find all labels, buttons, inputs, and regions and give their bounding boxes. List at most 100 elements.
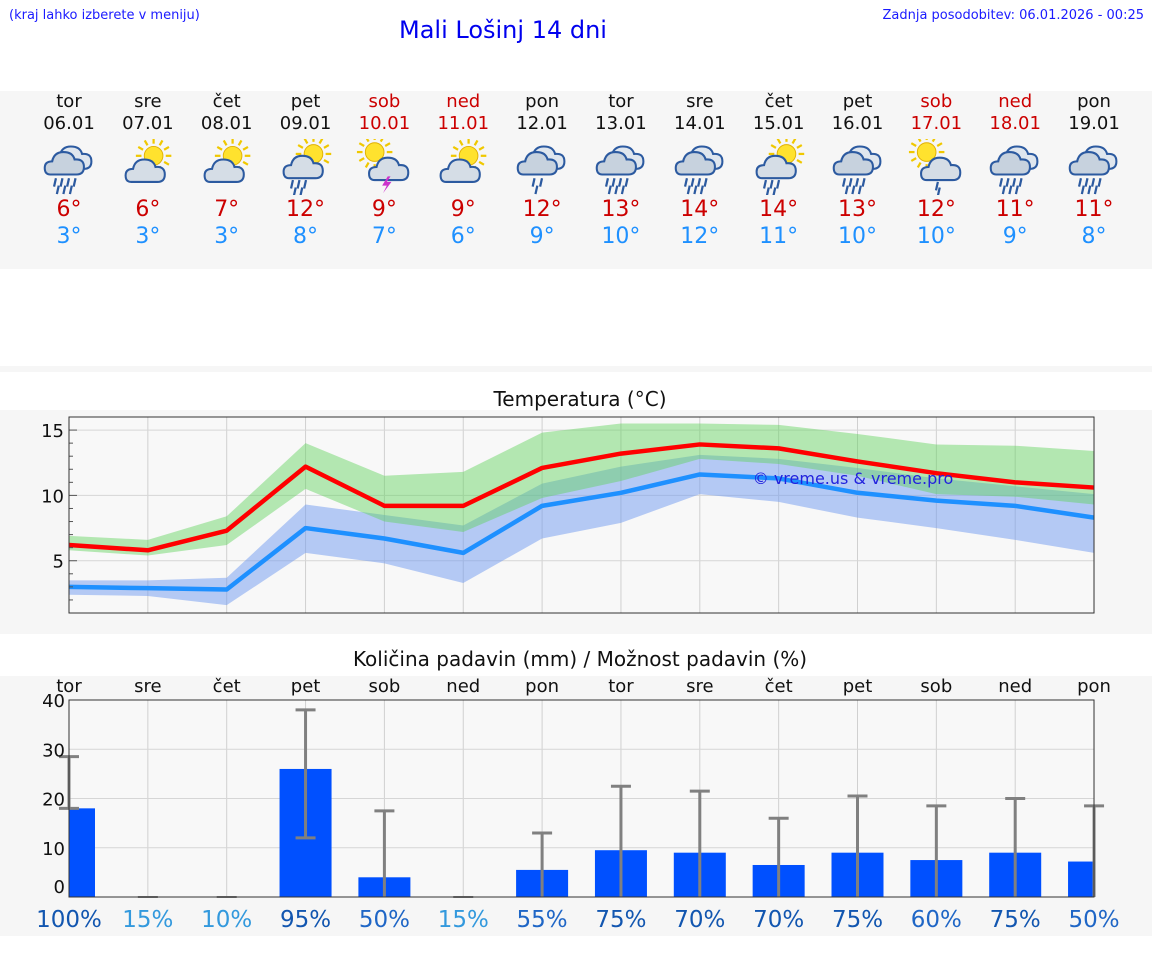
x-day-label: sob [368,676,400,697]
day-name: tor [56,91,82,112]
precip-probability: 100% [36,907,102,933]
sun-rain-icon [755,139,804,195]
y-tick-label: 40 [42,691,65,712]
min-temp: 3° [214,224,240,249]
x-day-label: ned [446,676,480,697]
precip-probability: 75% [832,907,883,933]
precipitation-chart-title: Količina padavin (mm) / Možnost padavin … [352,647,808,671]
day-name: sre [686,91,714,112]
error-bar [847,794,868,897]
y-tick-label: 0 [54,877,65,898]
partly-sunny-icon [203,139,251,183]
min-temp: 10° [601,224,641,249]
min-temp: 9° [529,224,555,249]
day-date: 16.01 [831,113,884,134]
y-tick-label: 30 [42,740,65,761]
day-date: 12.01 [516,113,568,134]
max-temp: 13° [601,197,641,222]
precip-probability: 55% [517,907,568,933]
day-date: 19.01 [1068,113,1120,134]
min-temp: 7° [371,224,397,249]
page-title: Mali Lošinj 14 dni [399,16,607,44]
day-date: 18.01 [989,113,1041,134]
day-column: tor 13.01 13° 10° [581,91,660,251]
day-name: pon [525,91,560,112]
day-column: ned 11.01 9° 6° [424,91,503,251]
partly-sunny-icon [124,139,172,183]
precip-probability: 60% [911,907,962,933]
min-temp: 3° [56,224,82,249]
day-name: pon [1077,91,1111,112]
plot-frame [68,416,1095,614]
rain-cloud-icon [1068,145,1118,195]
watermark: © vreme.us & vreme.pro [753,469,954,488]
rain-cloud-icon [832,145,881,195]
rain-cloud-icon [989,145,1039,195]
precip-probability: 50% [359,907,410,933]
day-date: 06.01 [43,113,95,134]
day-name: sre [134,91,162,112]
day-column: pet 09.01 12° 8° [266,91,345,251]
x-day-label: pon [525,676,559,697]
max-temp: 11° [1074,197,1114,222]
light-rain-cloud-icon [516,145,566,195]
precip-probability: 75% [990,907,1041,933]
y-tick-label: 15 [41,421,64,442]
day-column: čet 15.01 14° 11° [739,91,818,251]
day-date: 11.01 [437,113,490,134]
sun-light-rain-icon [909,139,962,195]
day-name: pet [842,91,873,112]
day-column: sob 17.01 12° 10° [897,91,976,251]
day-column: ned 18.01 11° 9° [976,91,1055,251]
max-temp: 12° [522,197,562,222]
precip-probability: 10% [201,907,252,933]
y-tick-label: 10 [41,486,64,507]
day-column: pon 19.01 11° 8° [1055,91,1134,251]
x-day-label: čet [765,676,793,697]
min-temp: 3° [135,224,161,249]
day-column: pon 12.01 12° 9° [503,91,582,251]
day-date: 17.01 [910,113,963,134]
precip-probability: 50% [1068,907,1119,933]
day-name: sob [368,91,401,112]
daily-forecast-strip: tor 06.01 6° 3° sre 07.01 6° 3° čet 08.01 7° 3° pet 0… [0,91,1152,269]
x-day-label: ned [998,676,1032,697]
day-date: 09.01 [279,113,332,134]
rain-cloud-icon [674,145,724,195]
x-day-label: tor [608,676,634,697]
partly-sunny-icon [439,139,487,183]
day-column: tor 06.01 6° 3° [30,91,109,251]
rain-cloud-icon [595,145,645,195]
precip-probability: 15% [438,907,489,933]
day-date: 14.01 [674,113,726,134]
day-column: sre 07.01 6° 3° [108,91,187,251]
day-name: čet [764,91,793,112]
day-name: ned [446,91,481,112]
temperature-chart-title: Temperatura (°C) [493,387,667,411]
x-day-label: pet [291,676,321,697]
min-temp: 6° [450,224,476,249]
min-temp: 8° [1081,224,1107,249]
last-updated: Zadnja posodobitev: 06.01.2026 - 00:25 [882,8,1144,23]
max-temp: 9° [371,197,397,222]
precip-probability: 15% [122,907,173,933]
error-bar [926,804,947,897]
max-temp: 14° [680,197,720,222]
min-temp-range-band [69,454,1095,606]
precip-probability: 70% [674,907,725,933]
max-temp: 13° [838,197,877,222]
min-temp: 10° [916,224,956,249]
min-temp: 9° [1002,224,1028,249]
menu-hint[interactable]: (kraj lahko izberete v meniju) [9,8,200,23]
error-bar [532,831,553,897]
day-column: čet 08.01 7° 3° [187,91,266,251]
precip-bar [1068,861,1094,897]
error-bar [1005,797,1026,897]
max-temp: 7° [214,197,240,222]
max-temp: 9° [450,197,476,222]
x-day-label: pon [1077,676,1111,697]
day-name: čet [212,91,241,112]
day-name: pet [290,91,321,112]
x-day-label: sob [920,676,952,697]
